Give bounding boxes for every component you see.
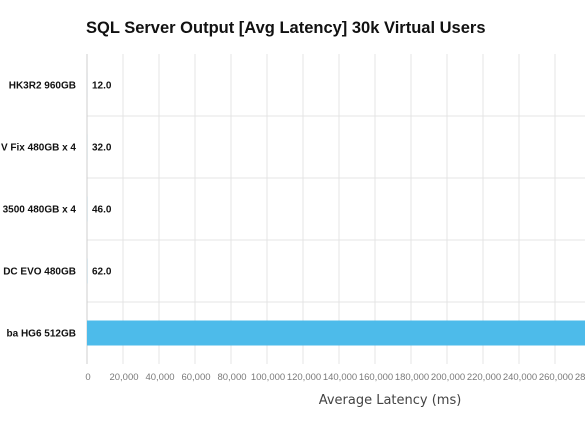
bar [87,320,585,346]
chart-title: SQL Server Output [Avg Latency] 30k Virt… [86,19,486,37]
x-tick-label: 180,000 [395,372,429,383]
data-label: 62.0 [92,267,112,278]
category-label: HK3R2 960GB [9,81,76,92]
x-tick-label: 40,000 [145,372,174,383]
x-tick-label: 100,000 [251,372,285,383]
x-tick-label: 160,000 [359,372,393,383]
category-label: V Fix 480GB x 4 [1,143,76,154]
x-tick-label: 140,000 [323,372,357,383]
data-label: 32.0 [92,143,112,154]
x-tick-label: 240,000 [503,372,537,383]
category-label: 3500 480GB x 4 [3,205,77,216]
x-tick-label: 80,000 [217,372,246,383]
data-label: 12.0 [92,81,112,92]
x-tick-label: 120,000 [287,372,321,383]
x-axis-title: Average Latency (ms) [319,393,462,408]
data-label: 46.0 [92,205,112,216]
category-label: DC EVO 480GB [3,267,76,278]
labels-layer: 0 20,000 40,000 60,000 80,000 100,000 120,000 1… [1,81,585,384]
category-label: ba HG6 512GB [7,329,76,340]
x-tick-label: 260,000 [539,372,573,383]
x-tick-label: 60,000 [181,372,210,383]
bars-layer [87,72,585,346]
x-tick-label: 200,000 [431,372,465,383]
x-tick-label: 0 [85,372,90,383]
x-tick-label: 220,000 [467,372,501,383]
x-tick-label: 20,000 [109,372,138,383]
x-tick-label: 280,000 [575,372,585,383]
grid-layer [86,54,585,364]
